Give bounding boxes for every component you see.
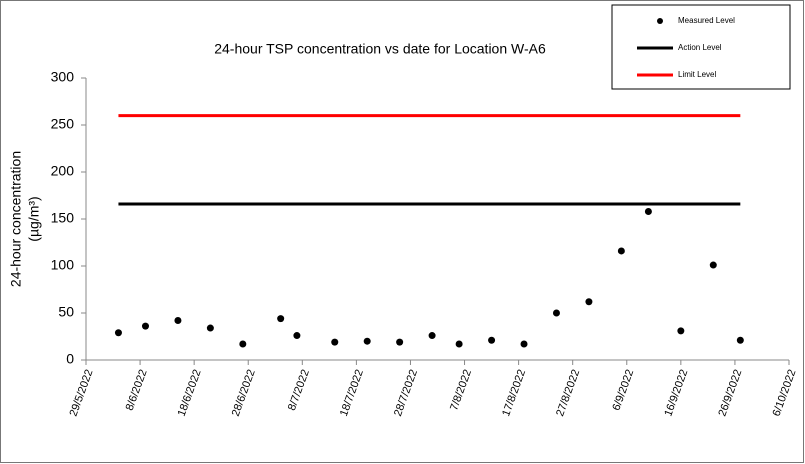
data-point — [396, 338, 404, 346]
legend-label: Action Level — [678, 43, 722, 52]
legend-label: Measured Level — [678, 16, 735, 25]
legend-label: Limit Level — [678, 70, 716, 79]
y-tick-label: 150 — [51, 210, 75, 226]
y-tick-label: 50 — [58, 304, 74, 320]
data-point — [644, 207, 652, 215]
data-point — [520, 340, 528, 348]
data-point — [206, 324, 214, 332]
chart-title: 24-hour TSP concentration vs date for Lo… — [214, 41, 546, 57]
legend-marker — [657, 18, 663, 24]
y-tick-label: 250 — [51, 116, 75, 132]
data-point — [455, 340, 463, 348]
y-axis-label: (µg/m³) — [26, 196, 42, 241]
data-point — [239, 340, 247, 348]
data-point — [552, 309, 560, 317]
data-point — [174, 317, 182, 325]
data-point — [114, 329, 122, 337]
data-point — [709, 261, 717, 269]
data-point — [677, 327, 685, 335]
data-point — [488, 336, 496, 344]
data-point — [331, 338, 339, 346]
y-tick-label: 300 — [51, 69, 75, 85]
data-point — [617, 247, 625, 255]
data-point — [363, 337, 371, 345]
y-axis-label: 24-hour concentration — [8, 151, 24, 287]
data-point — [736, 336, 744, 344]
data-point — [141, 322, 149, 330]
y-tick-label: 100 — [51, 257, 75, 273]
data-point — [428, 332, 436, 340]
y-tick-label: 200 — [51, 163, 75, 179]
data-point — [277, 315, 285, 323]
y-tick-label: 0 — [66, 351, 74, 367]
data-point — [585, 298, 593, 306]
data-point — [293, 332, 301, 340]
